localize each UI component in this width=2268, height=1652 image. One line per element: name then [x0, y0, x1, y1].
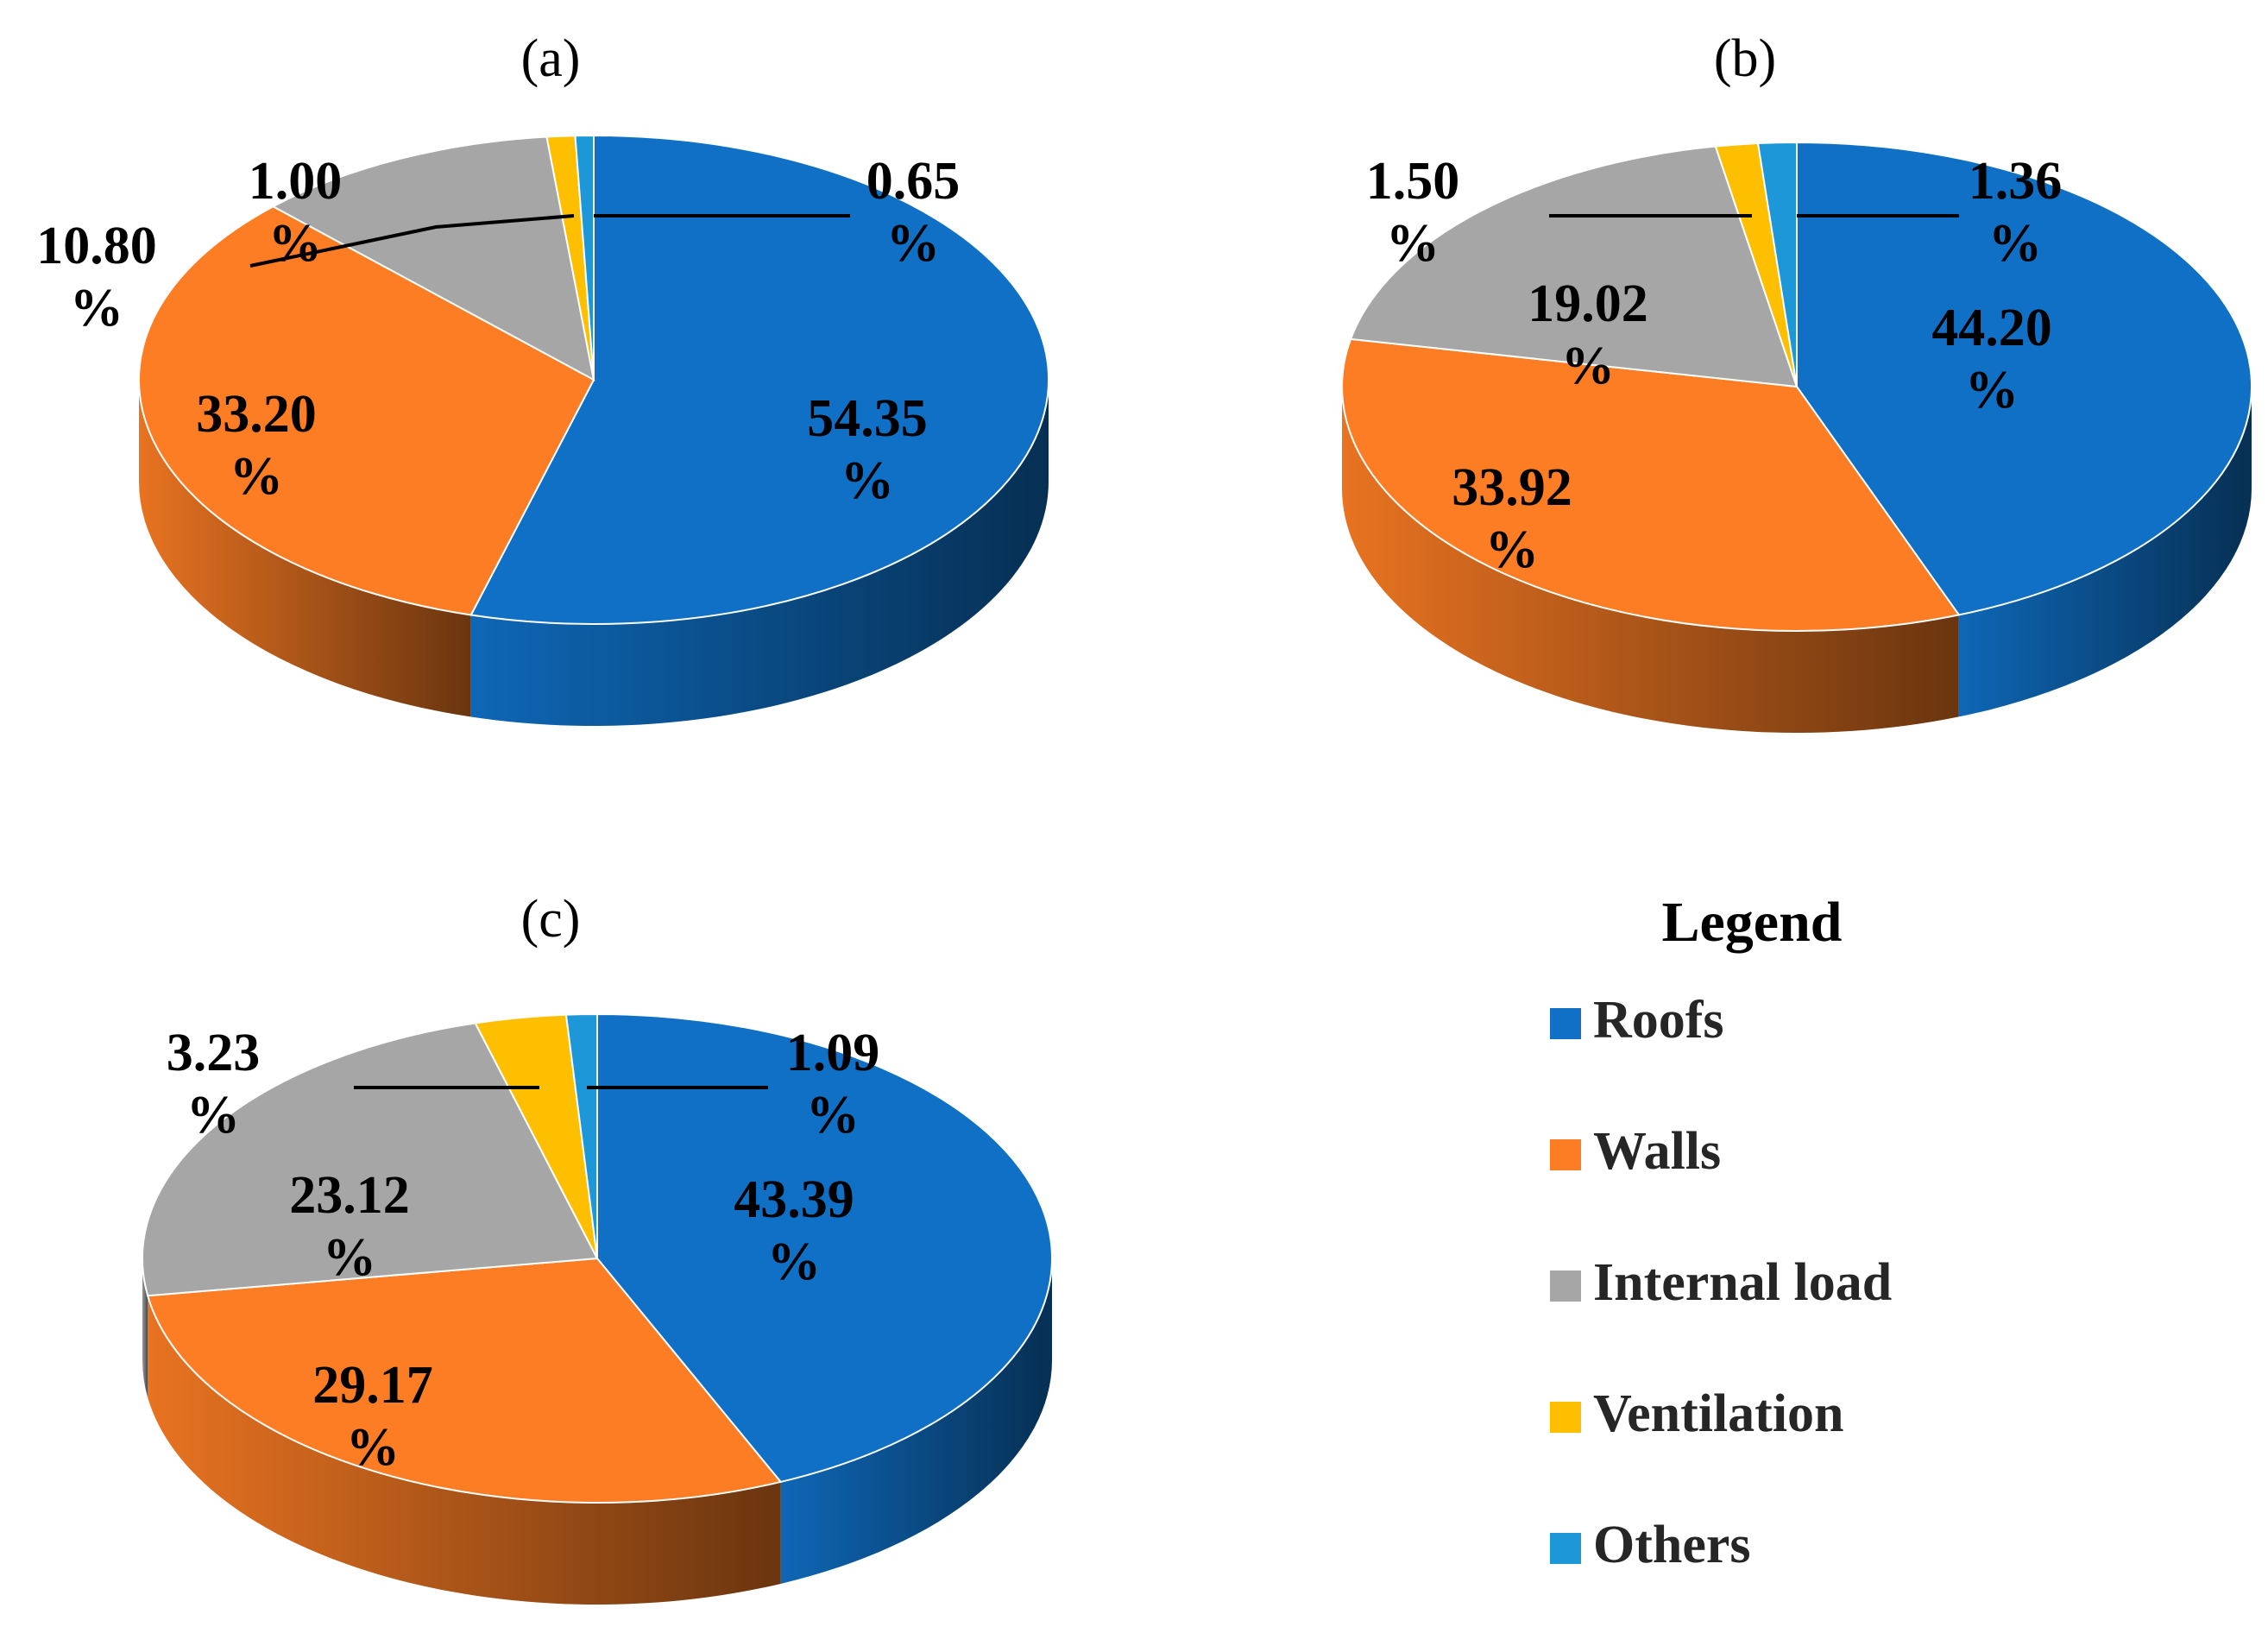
legend-swatch — [1550, 1533, 1581, 1564]
leader-line — [249, 214, 575, 268]
data-label-roofs: 43.39% — [734, 1170, 854, 1291]
pie-chart-c: (c) 43.39 % 29.17 % 23.12 % 3.23 % 1.09% — [142, 890, 1053, 1605]
pie-side-roofs — [1958, 387, 2252, 717]
data-label-ventilation: 1.00% — [249, 152, 343, 273]
pie-side-walls — [1342, 387, 1959, 734]
pie-slice-walls — [1341, 337, 1961, 632]
pie-slice-roofs — [596, 1012, 1053, 1484]
data-label-internal-load: 23.12% — [289, 1166, 410, 1287]
data-label-walls: 33.92% — [1452, 458, 1572, 579]
legend-item-others: Others — [1550, 1516, 1751, 1574]
pie-chart-b: (b) 44.20 % 33.92 % 19.02 % 1.50 % 1.36% — [1341, 29, 2252, 734]
legend-swatch — [1550, 1139, 1581, 1170]
legend: Legend Roofs Walls Internal load Ventilatio… — [1550, 891, 1892, 1574]
charts-layer: (a) 54.35 % 33.20 % 10.80 % 1.00 % 0.65 % (b) 44.20%… — [36, 29, 2252, 1605]
pie-slice-others — [1756, 141, 1798, 388]
data-label-internal-load: 10.80% — [36, 217, 157, 337]
legend-swatch — [1550, 1008, 1581, 1039]
pie-slice-walls — [146, 1257, 783, 1504]
data-label-others: 0.65% — [866, 152, 961, 273]
legend-items: Roofs Walls Internal load Ventilation Others — [1550, 991, 1892, 1574]
data-label-ventilation: 1.50% — [1366, 152, 1460, 273]
pie-slice-others — [564, 1012, 598, 1259]
data-label-walls: 33.20% — [196, 385, 317, 506]
pie-slice-others — [574, 134, 595, 381]
pie-chart-a: (a) 54.35 % 33.20 % 10.80 % 1.00 % 0.65% — [36, 29, 1049, 726]
legend-label: Ventilation — [1593, 1384, 1844, 1443]
data-label-walls: 29.17% — [312, 1356, 433, 1477]
data-label-others: 1.09% — [786, 1024, 880, 1144]
chart-title: (b) — [1714, 29, 1776, 88]
legend-label: Walls — [1593, 1122, 1721, 1181]
pie-side-roofs — [470, 380, 1049, 726]
pie-slice-walls — [138, 205, 595, 616]
legend-title: Legend — [1661, 891, 1842, 954]
chart-title: (a) — [521, 29, 581, 88]
pie-slice-internal-load — [1349, 145, 1799, 388]
pie-slice-roofs — [469, 134, 1049, 625]
legend-label: Others — [1593, 1516, 1751, 1574]
legend-item-roofs: Roofs — [1550, 991, 1724, 1050]
chart-title: (c) — [521, 890, 581, 949]
legend-item-ventilation: Ventilation — [1550, 1384, 1844, 1443]
legend-item-internal-load: Internal load — [1550, 1253, 1892, 1312]
pie-side-walls — [148, 1296, 781, 1605]
pie-slice-internal-load — [271, 136, 595, 381]
pie-slice-roofs — [1796, 141, 2252, 616]
legend-swatch — [1550, 1402, 1581, 1433]
data-label-roofs: 44.20% — [1931, 299, 2052, 419]
data-label-ventilation: 3.23% — [167, 1024, 261, 1144]
data-label-internal-load: 19.02% — [1528, 274, 1648, 395]
data-label-roofs: 54.35% — [807, 389, 928, 510]
pie-slice-internal-load — [142, 1022, 599, 1297]
legend-swatch — [1550, 1271, 1581, 1302]
data-label-others: 1.36% — [1969, 152, 2063, 273]
pie-side-roofs — [780, 1258, 1052, 1584]
legend-label: Internal load — [1593, 1253, 1892, 1312]
pie-side-walls — [139, 380, 471, 717]
legend-item-walls: Walls — [1550, 1122, 1721, 1181]
legend-label: Roofs — [1593, 991, 1724, 1050]
